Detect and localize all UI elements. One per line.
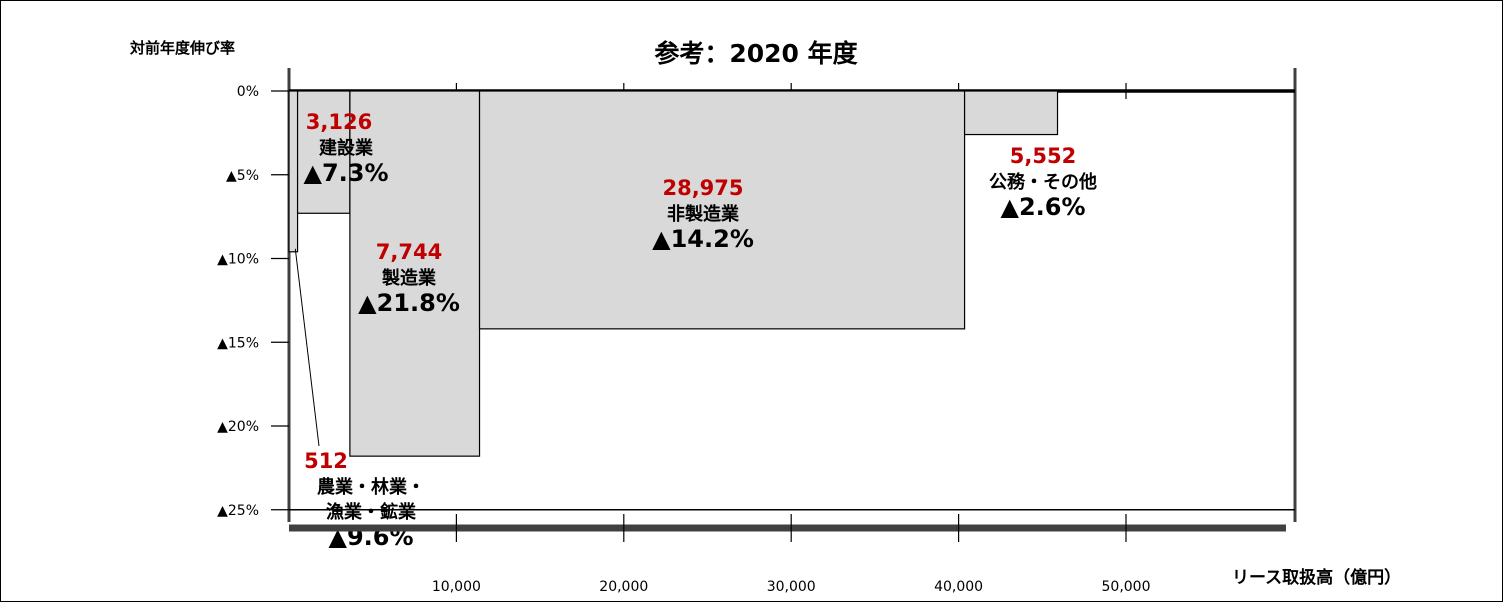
chart-title: 参考：2020 年度 bbox=[654, 39, 857, 68]
value-label-0: 512 bbox=[304, 449, 348, 473]
y-tick-label-3: ▲15% bbox=[217, 335, 259, 351]
y-tick-label-5: ▲25% bbox=[217, 503, 259, 519]
y-tick-label-0: 0% bbox=[237, 84, 259, 100]
category-label-3-0: 非製造業 bbox=[667, 203, 740, 225]
growth-label-1: ▲7.3% bbox=[303, 159, 388, 187]
y-tick-label-4: ▲20% bbox=[217, 419, 259, 435]
category-label-4-0: 公務・その他 bbox=[989, 171, 1097, 193]
value-label-2: 7,744 bbox=[376, 240, 442, 264]
x-tick-label-3: 40,000 bbox=[934, 579, 983, 595]
value-label-1: 3,126 bbox=[306, 110, 372, 134]
x-tick-label-1: 20,000 bbox=[599, 579, 648, 595]
category-label-0-1: 漁業・鉱業 bbox=[326, 501, 417, 523]
bar-2 bbox=[349, 90, 481, 457]
x-axis-label: リース取扱高（億円） bbox=[1232, 567, 1401, 588]
category-label-2-0: 製造業 bbox=[381, 267, 437, 289]
y-tick-label-1: ▲5% bbox=[226, 168, 259, 184]
category-label-1-0: 建設業 bbox=[319, 137, 374, 159]
x-tick-label-4: 50,000 bbox=[1102, 579, 1151, 595]
y-tick-label-2: ▲10% bbox=[217, 252, 259, 268]
bar-4 bbox=[963, 90, 1059, 136]
growth-label-4: ▲2.6% bbox=[1000, 193, 1085, 221]
value-label-3: 28,975 bbox=[662, 176, 743, 200]
bar-3 bbox=[478, 90, 966, 330]
value-label-4: 5,552 bbox=[1010, 144, 1076, 168]
category-label-0-0: 農業・林業・ bbox=[317, 476, 425, 498]
growth-label-2: ▲21.8% bbox=[358, 289, 460, 317]
x-tick-label-2: 30,000 bbox=[767, 579, 816, 595]
y-axis-label: 対前年度伸び率 bbox=[129, 39, 235, 57]
leader-line-0 bbox=[294, 248, 320, 447]
bar-0 bbox=[288, 90, 299, 253]
x-tick-label-0: 10,000 bbox=[432, 579, 481, 595]
growth-label-3: ▲14.2% bbox=[652, 225, 754, 253]
